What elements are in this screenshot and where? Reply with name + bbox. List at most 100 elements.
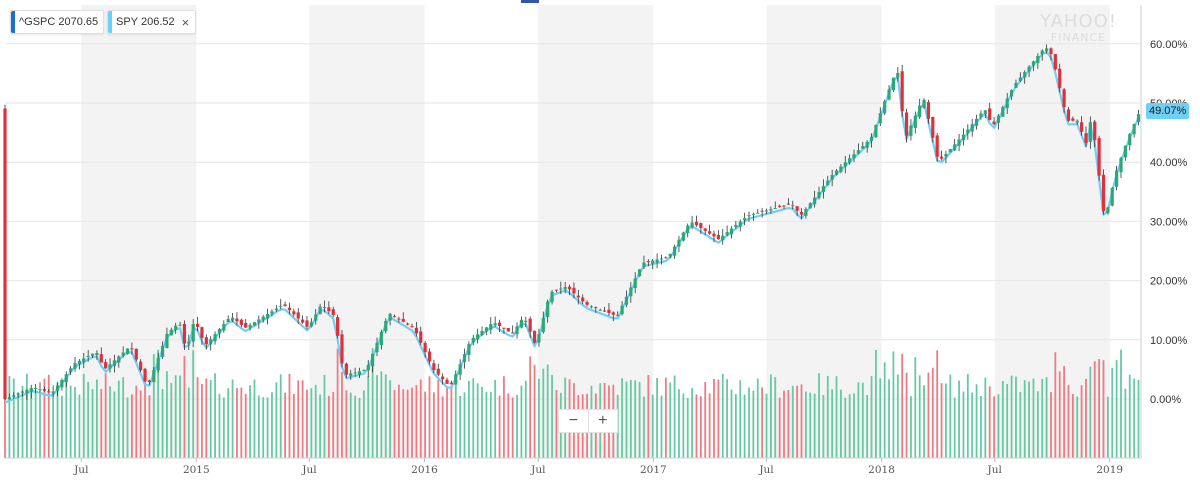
x-axis: Jul 2015 Jul 2016 Jul 2017 Jul 2018 Jul 2019 [73, 458, 1123, 476]
volume-bar [796, 385, 799, 458]
candle-body [353, 372, 357, 374]
volume-bar [341, 371, 343, 458]
volume-bar [918, 375, 921, 458]
x-tick-label: 2015 [183, 464, 210, 476]
candle-body [226, 319, 230, 322]
legend-gspc[interactable]: ^GSPC 2070.65 [10, 10, 105, 34]
candle-body [375, 342, 379, 353]
remove-spy-close-icon[interactable]: × [181, 14, 190, 30]
candle-body [336, 317, 340, 336]
volume-bar [82, 373, 85, 458]
volume-bar [376, 375, 378, 458]
volume-bar [857, 382, 860, 458]
volume-bar [60, 395, 63, 458]
volume-bar [1120, 349, 1122, 458]
volume-bar [634, 380, 637, 458]
volume-bar [306, 389, 308, 458]
candle-body [309, 322, 313, 327]
volume-bar [1023, 380, 1026, 458]
candle-body [751, 213, 755, 215]
volume-bar [222, 397, 225, 458]
candle-body [1093, 121, 1097, 141]
candle-body [602, 310, 607, 312]
candle-body [165, 333, 169, 348]
zoom-out-button[interactable]: − [568, 412, 578, 429]
volume-bar [695, 394, 698, 458]
gspc-candles [3, 44, 1141, 400]
volume-bar [822, 395, 825, 458]
volume-bar [481, 386, 483, 458]
candle-body [388, 313, 392, 321]
volume-bar [319, 394, 322, 458]
volume-bar [91, 389, 94, 458]
candle-body [830, 174, 834, 180]
y-tick-label: 40.00% [1150, 157, 1188, 169]
volume-bar [743, 394, 746, 458]
volume-bar [914, 357, 917, 458]
candle-body [633, 278, 637, 289]
candle-body [729, 228, 734, 235]
candle-body [195, 323, 200, 327]
candle-body [182, 323, 187, 344]
volume-bar [1071, 394, 1074, 458]
candle-body [918, 105, 922, 118]
candle-body [572, 287, 576, 294]
candle-body [974, 118, 979, 126]
volume-bar [708, 393, 711, 458]
candle-body [379, 331, 383, 346]
zoom-in-button[interactable]: + [587, 410, 618, 432]
shaded-period-1 [309, 5, 425, 458]
candle-body [655, 259, 659, 263]
volume-bar [783, 390, 785, 458]
candle-body [16, 393, 20, 395]
volume-bar [30, 393, 33, 458]
candle-body [699, 223, 703, 229]
candle-body [12, 395, 16, 397]
candle-body [296, 312, 300, 319]
volume-bar [1093, 361, 1096, 458]
y-tick-label: 20.00% [1150, 276, 1188, 288]
candle-body [506, 328, 510, 332]
shaded-period-3 [766, 5, 882, 458]
volume-bar [415, 385, 418, 458]
candle-body [594, 307, 598, 309]
volume-bar [721, 373, 724, 458]
volume-bar [271, 392, 273, 458]
candle-body [1009, 90, 1014, 97]
candle-body [1136, 114, 1141, 123]
x-tick-label: Jul [987, 464, 1003, 476]
volume-bar [1137, 380, 1140, 458]
volume-bar [231, 379, 234, 458]
candle-body [160, 345, 165, 357]
candle-body [371, 353, 375, 367]
volume-bar [686, 397, 689, 458]
legend-spy[interactable]: SPY 206.52 × [107, 10, 197, 34]
candle-body [502, 327, 506, 329]
shaded-periods [81, 5, 1110, 458]
volume-bar [669, 382, 672, 458]
volume-bar [301, 380, 304, 458]
volume-bar [279, 374, 282, 458]
candle-body [861, 146, 865, 149]
x-tick-label: Jul [73, 464, 89, 476]
candle-body [716, 234, 720, 240]
volume-bar [454, 378, 457, 458]
volume-bar [905, 372, 908, 458]
candle-body [795, 206, 799, 211]
candle-body [331, 309, 335, 315]
volume-bar [227, 388, 230, 458]
volume-bar [109, 386, 111, 458]
volume-bar [678, 389, 680, 458]
volume-bar [441, 396, 444, 458]
candle-body [817, 191, 821, 198]
candle-body [532, 330, 537, 343]
volume-bar [249, 385, 251, 458]
candle-body [248, 324, 252, 328]
candle-body [191, 324, 195, 342]
candle-body [410, 326, 414, 328]
volume-bar [275, 382, 278, 458]
candle-body [340, 334, 344, 364]
last-value-badge: 49.07% [1146, 103, 1190, 119]
candle-body [454, 374, 458, 385]
